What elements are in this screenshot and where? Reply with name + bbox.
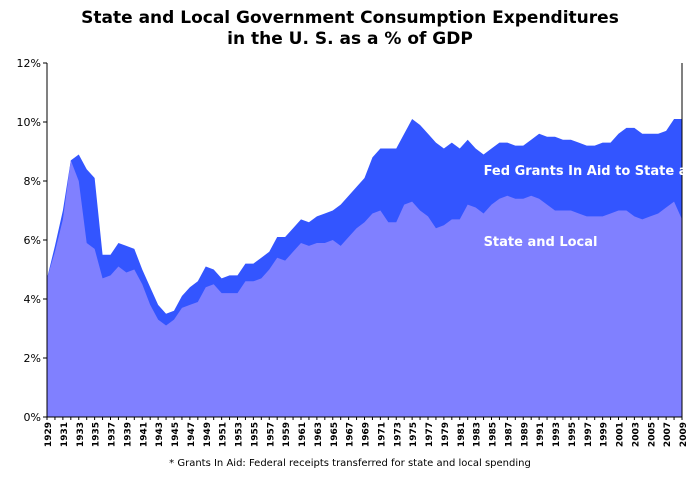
x-tick-label: 1961: [298, 422, 308, 447]
x-tick-label: 1957: [266, 422, 276, 447]
x-tick-label: 1943: [155, 422, 165, 447]
y-axis-ticks: 0% 2% 4% 6% 8% 10% 12%: [17, 57, 47, 424]
series-annotation-2: State and Local: [484, 235, 598, 250]
series-area-1: [47, 160, 682, 417]
y-tick-label: 2%: [24, 352, 41, 365]
footnote: * Grants In Aid: Federal receipts transf…: [169, 458, 531, 469]
x-tick-label: 1949: [203, 422, 213, 447]
x-tick-label: 1973: [393, 422, 403, 447]
x-tick-label: 1963: [314, 422, 324, 447]
x-tick-label: 1991: [536, 422, 546, 447]
x-tick-label: 1989: [520, 422, 530, 447]
x-tick-label: 1947: [187, 422, 197, 447]
x-tick-label: 2005: [647, 422, 657, 447]
area-layer: [47, 119, 682, 418]
x-tick-label: 1979: [441, 422, 451, 447]
x-tick-label: 1969: [362, 422, 372, 447]
x-tick-label: 1999: [600, 422, 610, 447]
x-tick-label: 1987: [504, 422, 514, 447]
y-tick-label: 12%: [17, 57, 41, 70]
x-tick-label: 1993: [552, 422, 562, 447]
x-tick-label: 1945: [171, 422, 181, 447]
x-tick-label: 2009: [679, 422, 689, 447]
y-tick-label: 4%: [24, 293, 41, 306]
y-tick-label: 6%: [24, 234, 41, 247]
x-tick-label: 1967: [346, 422, 356, 447]
x-tick-label: 1995: [568, 422, 578, 447]
x-axis-ticks: 1929 1931 1933 1935 1937 1939 1941 1943 1945 1947…: [44, 417, 689, 447]
x-tick-label: 2001: [616, 422, 626, 447]
x-tick-label: 1955: [250, 422, 260, 447]
y-tick-label: 8%: [24, 175, 41, 188]
x-tick-label: 1959: [282, 422, 292, 447]
x-tick-label: 1937: [108, 422, 118, 447]
x-tick-label: 2007: [663, 422, 673, 447]
x-tick-label: 1985: [489, 422, 499, 447]
x-tick-label: 1953: [235, 422, 245, 447]
series-annotation-1: Fed Grants In Aid to State and Local*: [484, 164, 700, 179]
x-tick-label: 1939: [123, 422, 133, 447]
x-tick-label: 1977: [425, 422, 435, 447]
x-tick-label: 1941: [139, 422, 149, 447]
x-tick-label: 1929: [44, 422, 54, 447]
chart-title-line-1: State and Local Government Consumption E…: [81, 8, 619, 28]
x-tick-label: 1971: [377, 422, 387, 447]
x-tick-label: 1997: [584, 422, 594, 447]
x-tick-label: 1933: [76, 422, 86, 447]
x-tick-label: 1983: [473, 422, 483, 447]
x-tick-label: 1975: [409, 422, 419, 447]
x-tick-label: 1931: [60, 422, 70, 447]
y-tick-label: 10%: [17, 116, 41, 129]
x-tick-label: 1935: [92, 422, 102, 447]
chart-title: State and Local Government Consumption E…: [0, 8, 700, 50]
annotation-layer: Fed Grants In Aid to State and Local* Sta…: [484, 164, 700, 250]
x-tick-label: 1965: [330, 422, 340, 447]
chart-title-line-2: in the U. S. as a % of GDP: [227, 29, 473, 49]
y-tick-label: 0%: [24, 411, 41, 424]
x-tick-label: 2003: [631, 422, 641, 447]
x-tick-label: 1981: [457, 422, 467, 447]
x-tick-label: 1951: [219, 422, 229, 447]
